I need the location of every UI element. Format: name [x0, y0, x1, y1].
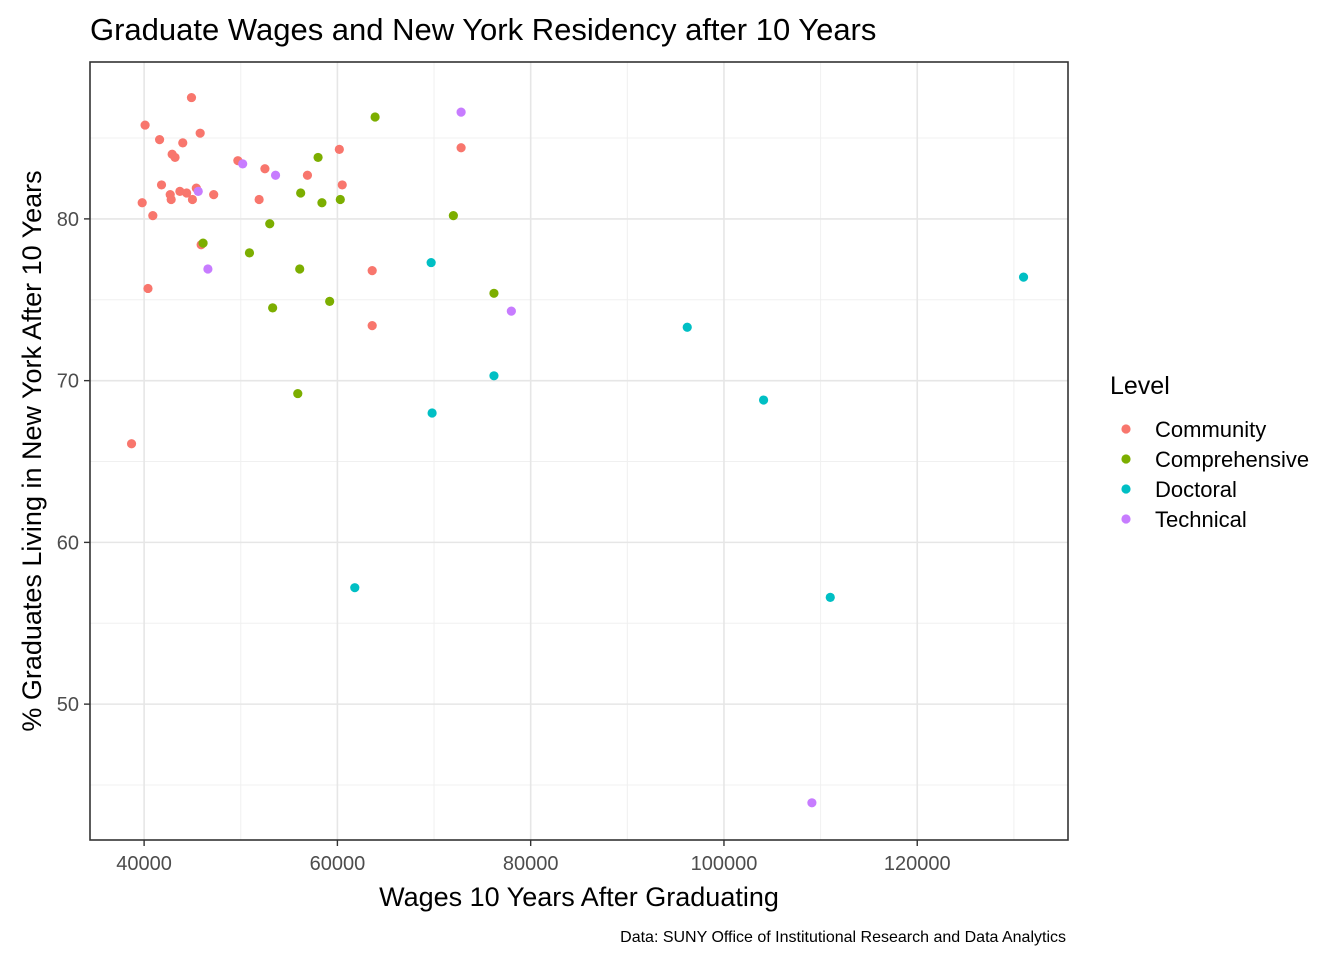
data-point	[209, 190, 219, 200]
chart-caption: Data: SUNY Office of Institutional Resea…	[620, 929, 1066, 946]
data-point	[244, 248, 255, 258]
data-point	[506, 306, 516, 316]
data-point	[137, 198, 147, 208]
data-point	[265, 219, 275, 229]
data-point	[302, 170, 313, 180]
points-layer	[126, 92, 1029, 808]
x-axis-label: Wages 10 Years After Graduating	[379, 882, 779, 912]
x-tick-label: 40000	[116, 853, 172, 875]
x-tick-label: 100000	[691, 853, 758, 875]
series-doctoral	[350, 257, 1029, 602]
data-point	[367, 266, 377, 276]
data-point	[1018, 272, 1029, 282]
data-point	[186, 92, 197, 103]
y-axis-label: % Graduates Living in New York After 10 …	[17, 170, 47, 731]
data-point	[254, 194, 264, 205]
y-tick-label: 60	[57, 532, 79, 554]
data-point	[426, 257, 436, 268]
x-tick-label: 80000	[503, 853, 559, 875]
data-point	[325, 296, 335, 306]
legend-key	[1121, 454, 1131, 464]
x-axis: 40000 60000 80000 100000 120000	[116, 840, 951, 875]
data-point	[268, 303, 278, 313]
plot-panel	[90, 62, 1068, 840]
data-point	[313, 152, 323, 163]
data-point	[178, 138, 188, 148]
legend-title: Level	[1110, 372, 1170, 400]
data-point	[335, 194, 345, 205]
data-point	[260, 164, 270, 174]
data-point	[489, 288, 499, 298]
legend-key	[1121, 484, 1131, 494]
data-point	[156, 180, 167, 190]
data-point	[296, 188, 306, 198]
data-point	[270, 170, 281, 180]
y-tick-label: 50	[57, 694, 79, 716]
data-point	[807, 798, 817, 808]
series-community	[126, 92, 466, 449]
data-point	[682, 322, 692, 332]
data-point	[456, 143, 466, 153]
legend-label: Technical	[1155, 507, 1247, 532]
data-point	[198, 238, 208, 248]
series-technical	[193, 107, 817, 808]
data-point	[350, 583, 360, 593]
data-point	[367, 321, 377, 331]
legend-items: Community Comprehensive Doctoral Technical	[1121, 417, 1309, 532]
data-point	[182, 188, 192, 198]
data-point	[166, 194, 176, 205]
data-point	[203, 264, 213, 274]
grid-layer	[90, 62, 1068, 840]
data-point	[148, 211, 158, 221]
data-point	[370, 112, 380, 122]
data-point	[317, 198, 327, 208]
data-point	[195, 128, 205, 138]
data-point	[143, 283, 153, 294]
data-point	[293, 388, 303, 399]
data-point	[448, 211, 458, 221]
data-point	[154, 135, 165, 145]
y-tick-label: 80	[57, 209, 79, 231]
data-point	[456, 107, 466, 117]
legend-label: Doctoral	[1155, 477, 1237, 502]
data-point	[295, 264, 305, 274]
legend-label: Community	[1155, 417, 1266, 442]
data-point	[193, 186, 203, 196]
legend: Level Community Comprehensive Doctoral Tech…	[1110, 372, 1309, 532]
data-point	[758, 395, 769, 405]
data-point	[187, 194, 198, 205]
chart-title: Graduate Wages and New York Residency af…	[90, 12, 876, 47]
series-comprehensive	[198, 112, 499, 399]
data-point	[170, 152, 180, 163]
legend-label: Comprehensive	[1155, 447, 1309, 472]
legend-key	[1121, 424, 1131, 434]
data-point	[427, 408, 437, 418]
x-tick-label: 120000	[884, 853, 951, 875]
y-tick-label: 70	[57, 371, 79, 393]
data-point	[337, 180, 347, 190]
data-point	[825, 592, 835, 602]
data-point	[489, 371, 499, 381]
data-point	[126, 439, 137, 449]
data-point	[238, 159, 248, 169]
data-point	[140, 120, 150, 130]
legend-key	[1121, 514, 1131, 524]
data-point	[334, 144, 344, 154]
plot-border	[89, 61, 1069, 841]
x-tick-label: 60000	[310, 853, 366, 875]
y-axis: 50 60 70 80	[57, 209, 90, 716]
